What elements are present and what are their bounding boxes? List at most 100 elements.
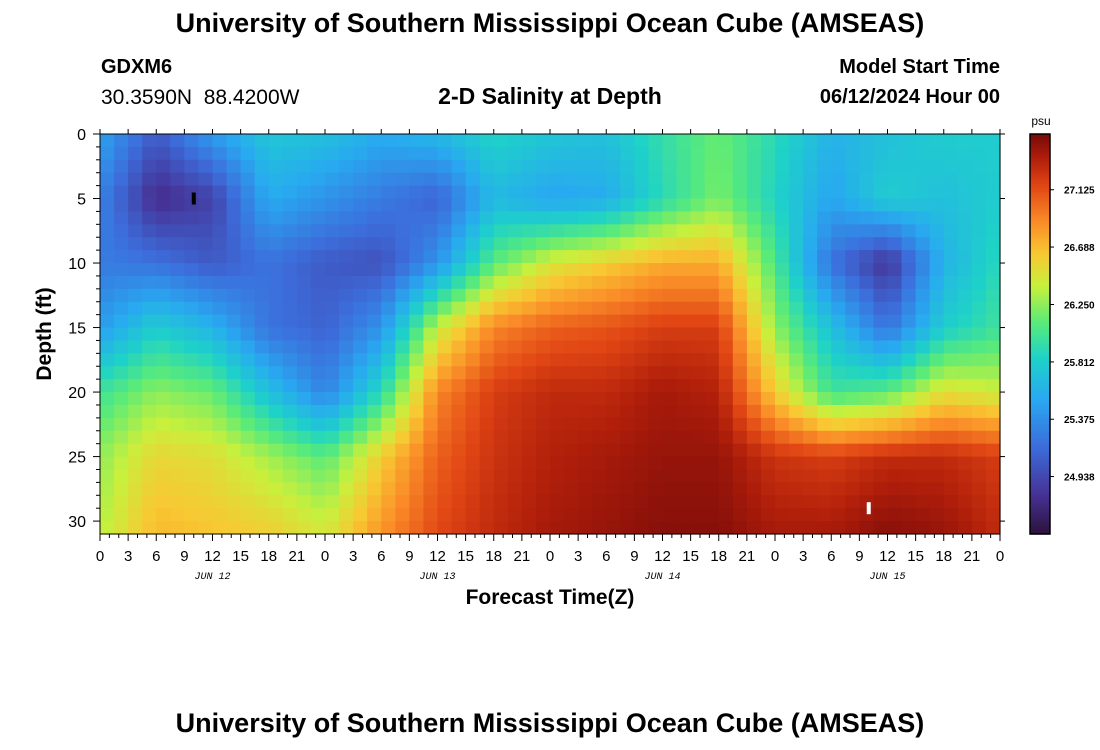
heatmap-cell (339, 288, 354, 303)
y-tick-label: 30 (68, 514, 86, 531)
heatmap-cell (606, 482, 621, 496)
heatmap-cell (592, 146, 607, 161)
colorbar-swatch (1030, 406, 1050, 410)
x-tick-label: 21 (739, 548, 756, 565)
heatmap-cell (521, 172, 537, 187)
heatmap-cell (887, 185, 903, 200)
heatmap-cell (662, 417, 678, 432)
heatmap-cell (156, 314, 171, 329)
heatmap-cell (943, 353, 959, 367)
heatmap-cell (142, 353, 157, 367)
heatmap-cell (423, 392, 439, 406)
heatmap-cell (620, 237, 635, 251)
colorbar-unit: psu (1031, 114, 1050, 128)
heatmap-cell (507, 327, 523, 342)
heatmap-cell (803, 263, 818, 277)
heatmap-cell (521, 159, 537, 174)
heatmap-cell (381, 185, 396, 200)
heatmap-cell (718, 521, 734, 535)
heatmap-cell (817, 327, 832, 342)
colorbar-swatch (1030, 511, 1050, 515)
heatmap-cell (845, 379, 860, 393)
heatmap-cell (451, 443, 467, 458)
heatmap-cell (325, 134, 340, 148)
heatmap-cell (803, 482, 818, 496)
heatmap-cell (592, 327, 607, 342)
heatmap-cell (606, 237, 621, 251)
heatmap-cell (817, 469, 832, 483)
heatmap-cell (676, 469, 692, 483)
heatmap-cell (128, 211, 143, 225)
heatmap-cell (578, 314, 593, 329)
heatmap-cell (184, 301, 200, 316)
colorbar-swatch (1030, 221, 1050, 225)
heatmap-cell (381, 237, 396, 251)
heatmap-cell (704, 392, 720, 406)
heatmap-cell (381, 314, 396, 329)
colorbar-swatch (1030, 399, 1050, 403)
heatmap-cell (409, 508, 425, 522)
heatmap-cell (240, 237, 256, 251)
heatmap-cell (310, 521, 326, 535)
heatmap-cell (142, 159, 157, 174)
heatmap-cell (310, 508, 326, 522)
x-tick-label: 9 (630, 548, 638, 565)
heatmap-cell (746, 417, 762, 432)
x-tick-label: 0 (771, 548, 779, 565)
heatmap-cell (409, 353, 425, 367)
heatmap-cell (184, 508, 200, 522)
heatmap-cell (325, 430, 340, 445)
colorbar-swatch (1030, 501, 1050, 505)
heatmap-cell (845, 482, 860, 496)
heatmap-cell (704, 146, 720, 161)
colorbar-swatch (1030, 371, 1050, 375)
y-tick-label: 0 (77, 127, 86, 144)
colorbar-swatch (1030, 184, 1050, 188)
heatmap-cell (423, 340, 439, 354)
heatmap-cell (929, 250, 945, 264)
heatmap-cell (535, 430, 551, 445)
heatmap-cell (817, 263, 832, 277)
heatmap-cell (985, 288, 1001, 303)
heatmap-cell (310, 211, 326, 225)
heatmap-cell (732, 521, 748, 535)
heatmap-cell (634, 211, 650, 225)
heatmap-cell (170, 211, 185, 225)
colorbar-swatch (1030, 346, 1050, 350)
heatmap-cell (915, 185, 931, 200)
heatmap-cell (592, 379, 607, 393)
heatmap-cell (240, 366, 256, 380)
heatmap-cell (437, 417, 453, 432)
heatmap-cell (789, 430, 804, 445)
heatmap-cell (971, 366, 987, 380)
heatmap-cell (240, 495, 256, 509)
heatmap-cell (971, 314, 987, 329)
heatmap-cell (789, 469, 804, 483)
heatmap-cell (620, 275, 635, 290)
heatmap-cell (268, 482, 284, 496)
heatmap-cell (296, 340, 312, 354)
heatmap-cell (732, 443, 748, 458)
heatmap-cell (873, 430, 889, 445)
heatmap-cell (367, 288, 382, 303)
heatmap-cell (465, 314, 481, 329)
heatmap-cell (395, 469, 410, 483)
heatmap-cell (437, 353, 453, 367)
heatmap-cell (718, 366, 734, 380)
heatmap-cell (732, 417, 748, 432)
heatmap-cell (592, 237, 607, 251)
heatmap-cell (240, 288, 256, 303)
heatmap-cell (535, 353, 551, 367)
heatmap-cell (732, 379, 748, 393)
heatmap-cell (592, 392, 607, 406)
colorbar-swatch (1030, 466, 1050, 470)
heatmap-cell (718, 379, 734, 393)
heatmap-cell (212, 224, 228, 238)
heatmap-cell (985, 314, 1001, 329)
heatmap-cell (535, 185, 551, 200)
heatmap-cell (887, 392, 903, 406)
colorbar-swatch (1030, 136, 1050, 140)
heatmap-cell (578, 482, 593, 496)
heatmap-cell (676, 224, 692, 238)
colorbar-swatch (1030, 469, 1050, 473)
